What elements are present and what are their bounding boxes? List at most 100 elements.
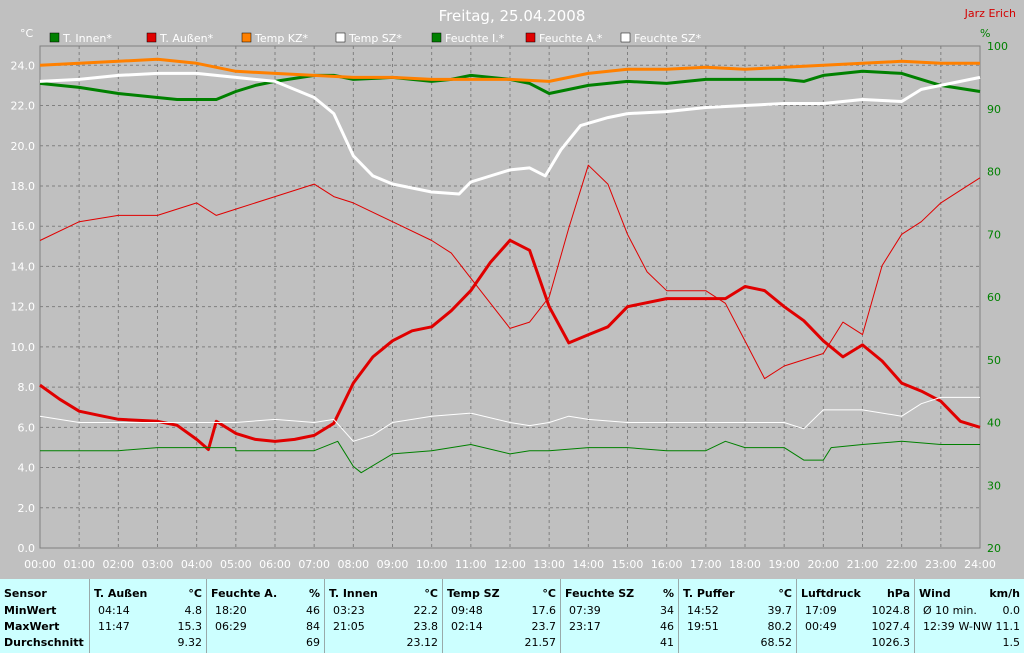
legend-swatch	[620, 32, 631, 43]
stats-min-value: 17.6	[531, 604, 557, 617]
stats-block-unit: km/h	[989, 587, 1020, 600]
stats-min-time: 09:48	[451, 604, 483, 617]
x-tick-label: 04:00	[181, 558, 213, 571]
stats-avg-value: 9.32	[177, 636, 203, 649]
stats-block-name: Wind	[919, 587, 951, 600]
stats-max-value: 84	[306, 620, 320, 633]
stats-sensor-header: Sensor	[4, 587, 47, 600]
stats-avg-time	[565, 635, 660, 651]
y-right-tick-label: 20	[987, 542, 1001, 555]
series-line	[39, 164, 981, 380]
stats-max-time: 02:14	[451, 620, 483, 633]
stats-block-name: Luftdruck	[801, 587, 861, 600]
x-tick-label: 05:00	[220, 558, 252, 571]
legend-label: Feuchte A.*	[539, 32, 603, 45]
series-line	[39, 69, 981, 101]
stats-min-time: 18:20	[215, 604, 247, 617]
stats-avg-value: 1026.3	[871, 636, 911, 649]
y-right-unit: %	[980, 27, 990, 40]
stats-min-time: 03:23	[333, 604, 365, 617]
y-left-tick-label: 10.0	[11, 341, 36, 354]
y-left-unit: °C	[20, 27, 34, 40]
stats-block: Feuchte A.% 18:20 46 06:29 84 69	[207, 579, 325, 653]
stats-min-time: 14:52	[687, 604, 719, 617]
y-left-tick-label: 20.0	[11, 140, 36, 153]
stats-min-value: 0.0	[1002, 604, 1021, 617]
stats-block-unit: °C	[424, 587, 438, 600]
stats-min-time: 17:09	[805, 604, 837, 617]
x-tick-label: 20:00	[807, 558, 839, 571]
y-right-tick-label: 30	[987, 479, 1001, 492]
series-line	[40, 440, 980, 474]
stats-avg-time	[329, 635, 407, 651]
y-left-tick-label: 2.0	[18, 502, 36, 515]
stats-block-unit: °C	[542, 587, 556, 600]
x-tick-label: 08:00	[337, 558, 369, 571]
stats-avg-value: 41	[660, 636, 674, 649]
y-right-tick-label: 60	[987, 291, 1001, 304]
x-tick-label: 17:00	[690, 558, 722, 571]
y-right-tick-label: 40	[987, 417, 1001, 430]
series-line	[39, 71, 981, 196]
y-left-tick-label: 4.0	[18, 462, 36, 475]
legend-label: T. Innen*	[62, 32, 112, 45]
stats-block-name: Feuchte SZ	[565, 587, 635, 600]
x-tick-label: 00:00	[24, 558, 56, 571]
stats-min-time: 04:14	[98, 604, 130, 617]
stats-avg-time	[683, 635, 761, 651]
legend-label: Feuchte SZ*	[634, 32, 702, 45]
series-line	[39, 238, 981, 451]
legend-label: Feuchte I.*	[445, 32, 505, 45]
stats-avg-value: 68.52	[760, 636, 793, 649]
x-tick-label: 06:00	[259, 558, 291, 571]
stats-min-label: MinWert	[4, 604, 57, 617]
stats-block: Feuchte SZ% 07:39 34 23:17 46 41	[561, 579, 679, 653]
stats-max-value: 23.8	[413, 620, 439, 633]
chart-area: 00:00 01:00 02:00 03:00 04:00 05:00 06:00 07:00…	[10, 7, 1017, 571]
stats-avg-time	[919, 635, 1003, 651]
x-tick-label: 11:00	[455, 558, 487, 571]
y-left-tick-label: 8.0	[18, 381, 36, 394]
stats-avg-time	[801, 635, 872, 651]
x-tick-label: 24:00	[964, 558, 996, 571]
stats-avg-time	[94, 635, 178, 651]
stats-block-name: T. Puffer	[683, 587, 735, 600]
stats-max-time: 12:39	[923, 620, 955, 633]
chart-title: Freitag, 25.04.2008	[439, 7, 586, 25]
stats-max-time: 06:29	[215, 620, 247, 633]
stats-block-unit: hPa	[886, 587, 910, 600]
stats-avg-time	[447, 635, 525, 651]
x-tick-label: 22:00	[886, 558, 918, 571]
stats-label-column: Sensor MinWert MaxWert Durchschnitt	[0, 579, 90, 653]
y-left-tick-label: 22.0	[11, 100, 36, 113]
stats-block-name: Feuchte A.	[211, 587, 278, 600]
stats-min-value: 34	[660, 604, 674, 617]
x-tick-label: 03:00	[142, 558, 174, 571]
y-right-tick-label: 80	[987, 166, 1001, 179]
y-left-tick-label: 16.0	[11, 220, 36, 233]
stats-max-value: 15.3	[177, 620, 203, 633]
x-tick-label: 21:00	[847, 558, 879, 571]
legend-swatch	[241, 32, 252, 43]
legend-swatch	[525, 32, 536, 43]
stats-avg-value: 1.5	[1002, 636, 1021, 649]
stats-max-value: 23.7	[531, 620, 557, 633]
stats-min-value: 1024.8	[871, 604, 911, 617]
stats-block-name: Temp SZ	[447, 587, 500, 600]
y-right-tick-label: 70	[987, 228, 1001, 241]
x-tick-label: 01:00	[63, 558, 95, 571]
stats-max-time: 21:05	[333, 620, 365, 633]
stats-block-unit: %	[662, 587, 674, 600]
stats-block-unit: °C	[778, 587, 792, 600]
y-left-tick-label: 24.0	[11, 59, 36, 72]
stats-max-time: 19:51	[687, 620, 719, 633]
stats-block: Wind km/h Ø 10 min. 0.0 12:39 W-NW 11.1 1.5	[915, 579, 1024, 653]
stats-min-value: 22.2	[413, 604, 439, 617]
x-tick-label: 19:00	[768, 558, 800, 571]
stats-min-value: 39.7	[767, 604, 793, 617]
y-left-tick-label: 12.0	[11, 301, 36, 314]
stats-max-label: MaxWert	[4, 620, 60, 633]
legend-swatch	[431, 32, 442, 43]
stats-block: T. Innen °C 03:23 22.2 21:05 23.8 23.12	[325, 579, 443, 653]
x-tick-label: 23:00	[925, 558, 957, 571]
